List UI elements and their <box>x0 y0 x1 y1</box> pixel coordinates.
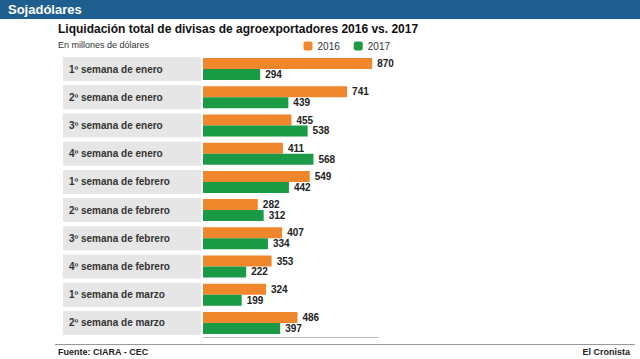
svg-text:407: 407 <box>287 227 304 238</box>
svg-text:455: 455 <box>296 115 313 126</box>
svg-text:324: 324 <box>271 284 288 295</box>
svg-text:439: 439 <box>293 97 310 108</box>
svg-text:4º semana de febrero: 4º semana de febrero <box>69 261 170 272</box>
svg-text:334: 334 <box>273 238 290 249</box>
svg-text:El Cronista: El Cronista <box>582 347 631 357</box>
svg-text:En millones de dólares: En millones de dólares <box>58 40 150 50</box>
svg-text:538: 538 <box>313 125 330 136</box>
svg-text:741: 741 <box>352 86 369 97</box>
svg-text:312: 312 <box>269 210 286 221</box>
svg-text:4º semana de enero: 4º semana de enero <box>69 148 163 159</box>
svg-text:2º semana de febrero: 2º semana de febrero <box>69 205 170 216</box>
svg-text:411: 411 <box>288 143 305 154</box>
svg-text:294: 294 <box>265 69 282 80</box>
svg-text:568: 568 <box>318 154 335 165</box>
svg-text:442: 442 <box>294 182 311 193</box>
svg-text:2017: 2017 <box>368 41 391 52</box>
svg-text:222: 222 <box>251 266 268 277</box>
svg-text:Fuente: CIARA - CEC: Fuente: CIARA - CEC <box>58 347 149 357</box>
svg-text:2016: 2016 <box>318 41 341 52</box>
svg-text:2º semana de marzo: 2º semana de marzo <box>69 317 165 328</box>
svg-text:199: 199 <box>247 295 264 306</box>
svg-text:Liquidación total de divisas d: Liquidación total de divisas de agroexpo… <box>58 22 418 36</box>
svg-text:282: 282 <box>263 199 280 210</box>
svg-text:397: 397 <box>285 323 302 334</box>
svg-text:3º semana de enero: 3º semana de enero <box>69 120 163 131</box>
svg-text:2º semana de enero: 2º semana de enero <box>69 92 163 103</box>
svg-text:1º semana de marzo: 1º semana de marzo <box>69 289 165 300</box>
svg-text:Sojadólares: Sojadólares <box>8 2 82 17</box>
svg-text:486: 486 <box>303 312 320 323</box>
svg-text:3º semana de febrero: 3º semana de febrero <box>69 233 170 244</box>
svg-text:1º semana de enero: 1º semana de enero <box>69 64 163 75</box>
svg-text:870: 870 <box>377 58 394 69</box>
svg-text:353: 353 <box>277 256 294 267</box>
svg-text:1º semana de febrero: 1º semana de febrero <box>69 176 170 187</box>
svg-text:549: 549 <box>315 171 332 182</box>
